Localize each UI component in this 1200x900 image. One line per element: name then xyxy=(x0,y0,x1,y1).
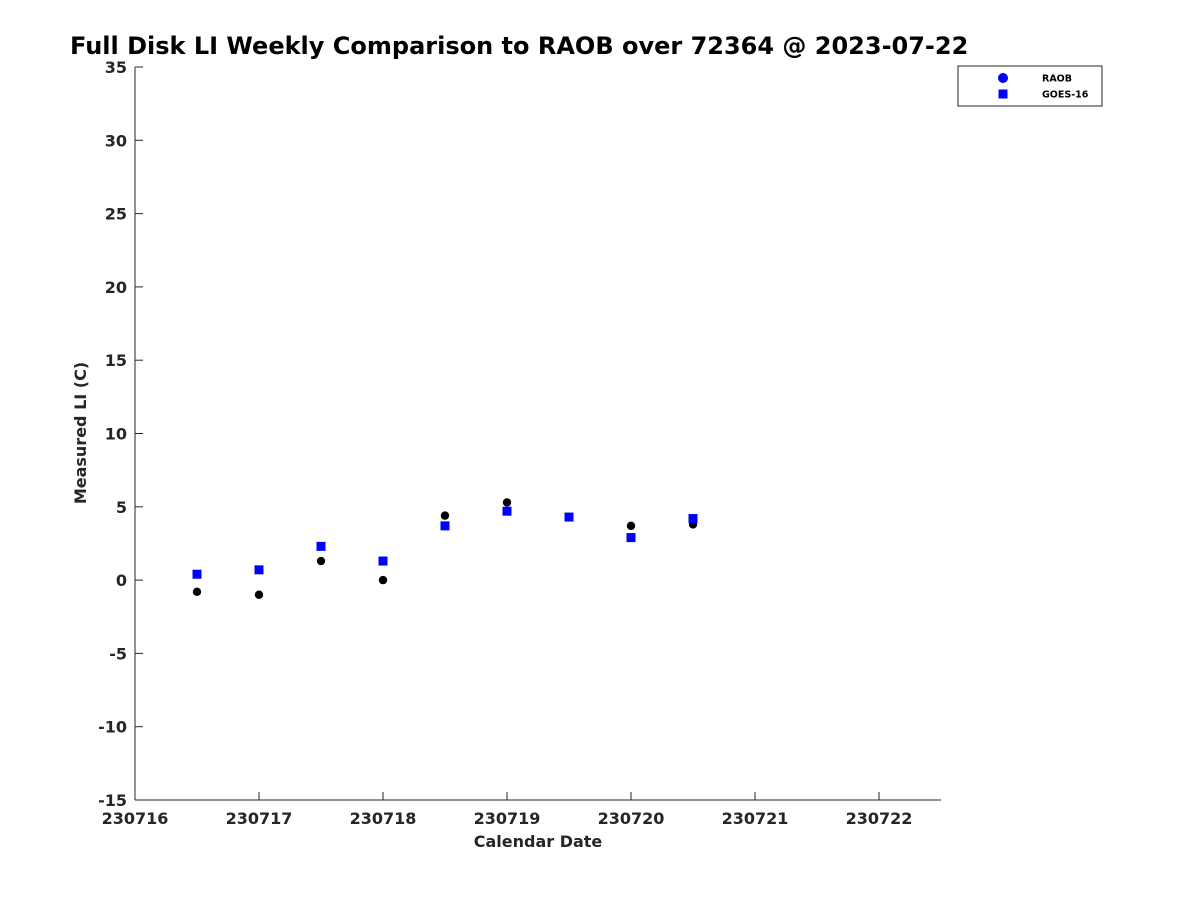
goes-16-point xyxy=(378,556,388,566)
x-tick-label: 230717 xyxy=(226,809,293,828)
y-tick-label: 25 xyxy=(105,205,127,224)
legend-label-goes-16: GOES-16 xyxy=(1042,90,1089,101)
goes-16-point xyxy=(688,514,698,524)
goes-16-point xyxy=(316,541,326,551)
raob-point xyxy=(254,590,264,599)
raob-point xyxy=(192,587,202,597)
y-tick-label: 20 xyxy=(105,278,127,297)
axes xyxy=(134,67,941,801)
legend-marker-raob xyxy=(998,73,1008,83)
y-tick-label: -5 xyxy=(109,644,127,663)
x-tick-label: 230719 xyxy=(474,809,541,828)
y-tick-label: -10 xyxy=(98,718,127,737)
legend-marker-goes-16 xyxy=(998,89,1008,99)
legend-box xyxy=(957,65,1103,107)
goes-16-point xyxy=(502,506,512,516)
goes-16-point xyxy=(564,512,574,522)
y-tick-label: 0 xyxy=(116,571,127,590)
legend: RAOB GOES-16 xyxy=(957,65,1103,107)
raob-point xyxy=(626,521,636,531)
x-tick-label: 230721 xyxy=(722,809,789,828)
y-tick-label: 5 xyxy=(116,498,127,517)
y-tick-label: 30 xyxy=(105,131,127,150)
x-tick-label: 230718 xyxy=(350,809,417,828)
goes-16-point xyxy=(192,569,202,579)
y-tick-label: -15 xyxy=(98,791,127,810)
goes-16-point xyxy=(440,521,450,531)
y-tick-label: 35 xyxy=(105,58,127,77)
x-ticks: 230716 230717 230718 230719 230720 230721 2307… xyxy=(102,792,913,828)
x-tick-label: 230716 xyxy=(102,809,169,828)
raob-point xyxy=(440,511,450,520)
x-tick-label: 230722 xyxy=(846,809,913,828)
raob-point xyxy=(502,498,512,507)
data-points xyxy=(192,498,698,599)
goes-16-point xyxy=(626,533,636,543)
legend-label-raob: RAOB xyxy=(1042,74,1072,85)
y-ticks: -15 -10 -5 0 5 10 15 20 25 30 35 xyxy=(98,58,143,810)
x-tick-label: 230720 xyxy=(598,809,665,828)
y-tick-label: 15 xyxy=(105,351,127,370)
x-axis-label: Calendar Date xyxy=(474,832,603,851)
goes-16-point xyxy=(254,565,264,575)
chart-title: Full Disk LI Weekly Comparison to RAOB o… xyxy=(70,32,968,60)
y-axis-label: Measured LI (C) xyxy=(71,362,90,504)
y-tick-label: 10 xyxy=(105,425,127,444)
raob-point xyxy=(316,556,326,566)
raob-point xyxy=(378,575,388,585)
